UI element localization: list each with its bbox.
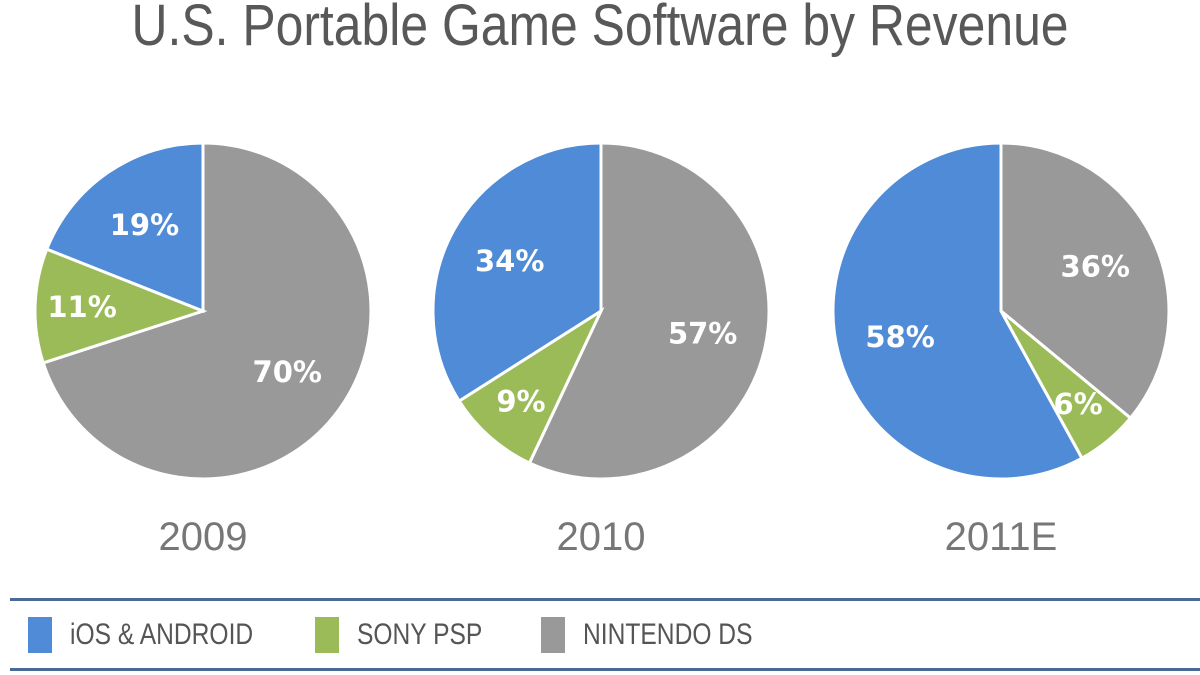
pie-slice-2009-nintendo-ds [41,141,373,481]
data-label: 57% [668,317,737,351]
data-label: 58% [865,320,934,354]
legend-swatch [315,617,339,653]
pie-year-label: 2010 [557,515,646,559]
data-label: 70% [253,355,322,389]
pie-slice-2010-ios-android [431,141,603,404]
data-label: 6% [1053,387,1102,421]
data-label: 36% [1061,250,1130,284]
pie-slice-2011E-ios-android [831,141,1084,481]
legend-label: iOS & ANDROID [70,618,254,651]
data-label: 34% [475,244,544,278]
data-label: 9% [496,385,545,419]
pie-year-label: 2009 [159,515,248,559]
legend-item-nintendo-ds: NINTENDO DS [541,617,790,653]
legend-label: SONY PSP [357,618,483,651]
legend-label: NINTENDO DS [583,618,753,651]
pie-slice-2009-sony-psp [33,247,208,365]
data-label: 11% [47,290,116,324]
pie-slice-2010-nintendo-ds [527,141,771,481]
pie-slice-2009-ios-android [44,141,205,314]
pie-slice-2010-sony-psp [457,306,605,466]
legend-item-ios-android: iOS & ANDROID [28,617,293,653]
legend-swatch [541,617,565,653]
pie-charts: 70% 11% 19% 2009 57% 9% 34% 2010 36% 6% 58% 2011E [33,141,1171,559]
legend-top-divider [10,598,1200,601]
pie-slice-2011E-nintendo-ds [999,141,1171,421]
chart-title: U.S. Portable Game Software by Revenue [131,0,1069,58]
legend-bottom-divider [10,668,1200,671]
data-label: 19% [110,208,179,242]
pie-year-label: 2011E [945,515,1058,559]
legend-item-sony-psp: SONY PSP [315,617,510,653]
legend-swatch [28,617,52,653]
